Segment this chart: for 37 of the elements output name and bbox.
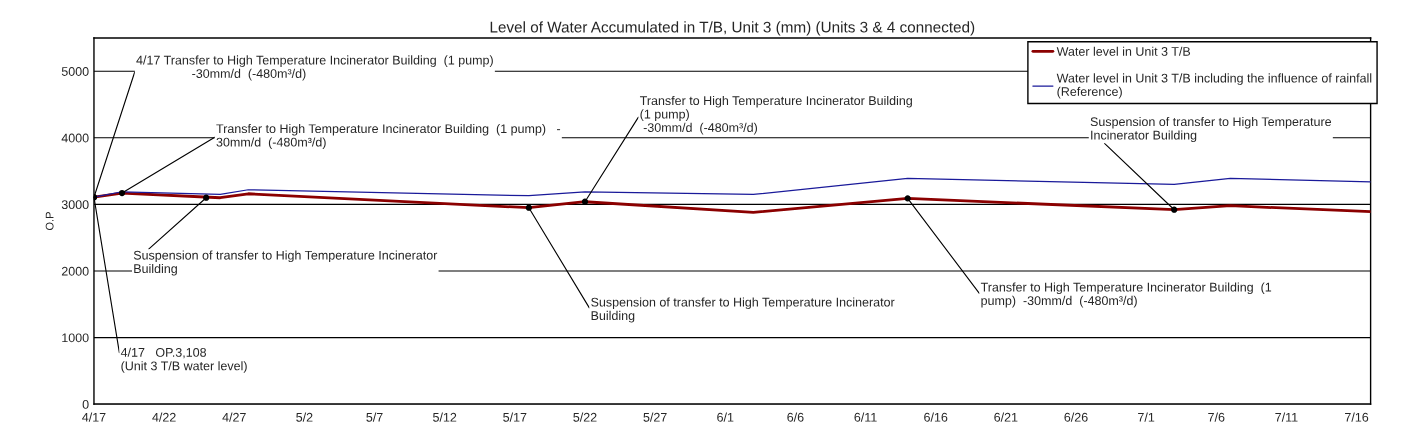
x-tick-label: 5/27 bbox=[643, 412, 667, 422]
annotation: Suspension of transfer to High Temperature Incinerator Building bbox=[133, 250, 438, 276]
x-tick-label: 5/22 bbox=[573, 412, 597, 422]
x-tick-label: 6/16 bbox=[924, 412, 948, 422]
y-tick-label: 2000 bbox=[61, 266, 89, 276]
x-tick-label: 5/17 bbox=[503, 412, 527, 422]
annotation: 4/17 OP.3,108 (Unit 3 T/B water level) bbox=[120, 347, 247, 373]
x-tick-label: 6/1 bbox=[717, 412, 734, 422]
x-tick-label: 7/16 bbox=[1345, 412, 1369, 422]
x-tick-label: 5/7 bbox=[366, 412, 383, 422]
y-axis-title: O.P bbox=[45, 212, 54, 231]
y-tick-label: 5000 bbox=[61, 67, 89, 76]
x-tick-label: 5/2 bbox=[296, 412, 313, 422]
y-tick-label: 1000 bbox=[62, 333, 89, 343]
annotation: Suspension of transfer to High Temperature Incinerator Building bbox=[1090, 116, 1332, 143]
x-tick-label: 6/11 bbox=[854, 412, 877, 422]
x-tick-label: 4/27 bbox=[222, 412, 246, 422]
x-tick-label: 7/6 bbox=[1208, 412, 1225, 422]
x-tick-label: 4/22 bbox=[152, 412, 176, 422]
x-tick-label: 6/6 bbox=[787, 412, 804, 422]
legend-label: Water level in Unit 3 T/B bbox=[1056, 46, 1191, 56]
y-tick-label: 4000 bbox=[61, 133, 89, 143]
legend-label: Water level in Unit 3 T/B including the influence of rainfall (Reference) bbox=[1056, 73, 1372, 99]
annotation: Transfer to High Temperature Incinerator Building (1 pump) -30mm/d (-480m³/d) bbox=[639, 95, 912, 135]
x-tick-label: 7/1 bbox=[1138, 412, 1155, 422]
annotation: Suspension of transfer to High Temperature Incinerator Building bbox=[591, 297, 895, 323]
y-tick-label: 3000 bbox=[61, 200, 89, 210]
chart-title: Level of Water Accumulated in T/B, Unit 3 (mm) (Units 3 & 4 connected) bbox=[490, 21, 975, 36]
x-tick-label: 6/26 bbox=[1064, 412, 1088, 422]
x-tick-label: 7/11 bbox=[1275, 412, 1298, 422]
x-tick-label: 5/12 bbox=[433, 412, 457, 422]
annotation: 4/17 Transfer to High Temperature Incinerator Building (1 pump) -30mm/d (-480m³/d) bbox=[136, 55, 493, 81]
annotation: Transfer to High Temperature Incinerator Building (1 pump) - 30mm/d (-480m³/d) bbox=[216, 123, 561, 150]
x-tick-label: 4/17 bbox=[82, 412, 106, 422]
annotation: Transfer to High Temperature Incinerator Building (1 pump) -30mm/d (-480m³/d) bbox=[980, 282, 1272, 308]
y-tick-label: 0 bbox=[82, 399, 89, 409]
x-tick-label: 6/21 bbox=[994, 412, 1018, 422]
